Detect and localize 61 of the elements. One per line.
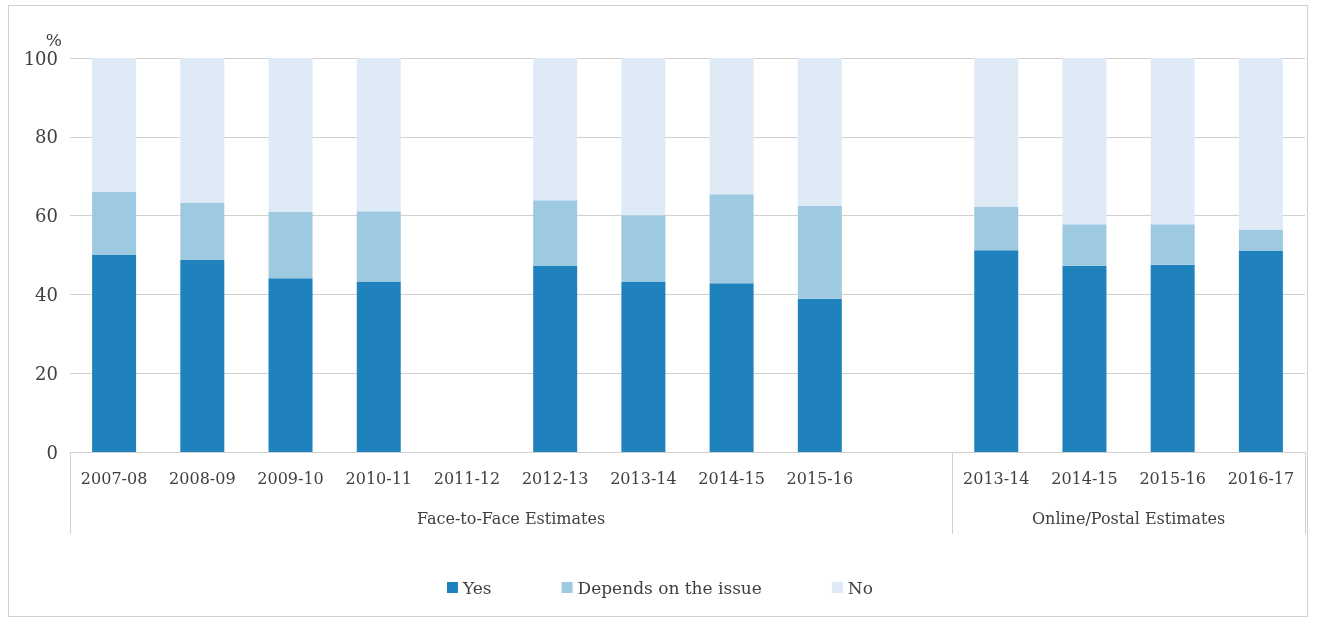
bar <box>797 298 842 452</box>
x-tick-label: 2013-14 <box>610 468 677 488</box>
y-axis-title: % <box>45 29 62 50</box>
y-tick-label: 0 <box>46 441 58 463</box>
x-tick-label: 2008-09 <box>169 468 236 488</box>
bar <box>1238 251 1283 452</box>
bar <box>1150 58 1195 225</box>
bar <box>621 215 666 282</box>
bar <box>1150 224 1195 265</box>
bar <box>621 58 666 216</box>
bar <box>180 58 225 203</box>
x-tick-label: 2015-16 <box>786 468 854 488</box>
legend-label: Yes <box>462 577 492 598</box>
bar <box>533 58 578 201</box>
x-tick-label: 2016-17 <box>1227 468 1295 488</box>
bar <box>356 211 401 282</box>
legend-label: No <box>847 577 873 598</box>
bar <box>1062 58 1107 225</box>
bar <box>974 58 1019 207</box>
bar <box>797 205 842 299</box>
bar <box>621 281 666 452</box>
bar <box>92 58 137 192</box>
text: Online/Postal Estimates <box>1030 509 1227 528</box>
x-tick-label: 2015-16 <box>1139 468 1206 488</box>
x-tick-label: 2014-15 <box>1051 468 1118 488</box>
y-tick-label: 80 <box>35 126 58 148</box>
y-tick-label: 20 <box>35 362 58 384</box>
bar <box>92 255 137 452</box>
bar <box>709 194 754 284</box>
x-tick-label: 2009-10 <box>257 468 324 488</box>
bar <box>533 200 578 267</box>
legend-label: Depends on the issue <box>577 577 762 598</box>
bar <box>974 250 1019 452</box>
bar <box>180 260 225 452</box>
bar <box>974 206 1019 251</box>
bar <box>1238 229 1283 252</box>
bar <box>1238 58 1283 230</box>
bar <box>268 278 313 452</box>
bar <box>92 191 137 255</box>
bar <box>356 58 401 212</box>
text: Face-to-Face Estimates <box>415 509 607 528</box>
y-tick-label: 40 <box>35 283 58 305</box>
x-tick-label: 2012-13 <box>521 468 589 488</box>
x-tick-label: 2014-15 <box>698 468 765 488</box>
x-tick-label: 2013-14 <box>963 468 1030 488</box>
bar <box>709 58 754 195</box>
bar <box>1062 265 1107 452</box>
bar <box>1062 224 1107 266</box>
bar <box>356 281 401 452</box>
x-tick-label: 2011-12 <box>433 468 501 488</box>
bar <box>268 212 313 279</box>
x-tick-label: 2007-08 <box>80 468 148 488</box>
bar <box>533 266 578 452</box>
x-tick-label: 2010-11 <box>345 468 412 488</box>
y-tick-label: 60 <box>35 205 58 227</box>
bar <box>1150 264 1195 452</box>
bar <box>797 58 842 206</box>
bar <box>268 58 313 213</box>
bar <box>709 283 754 452</box>
bar <box>180 202 225 261</box>
y-tick-label: 100 <box>23 47 58 69</box>
